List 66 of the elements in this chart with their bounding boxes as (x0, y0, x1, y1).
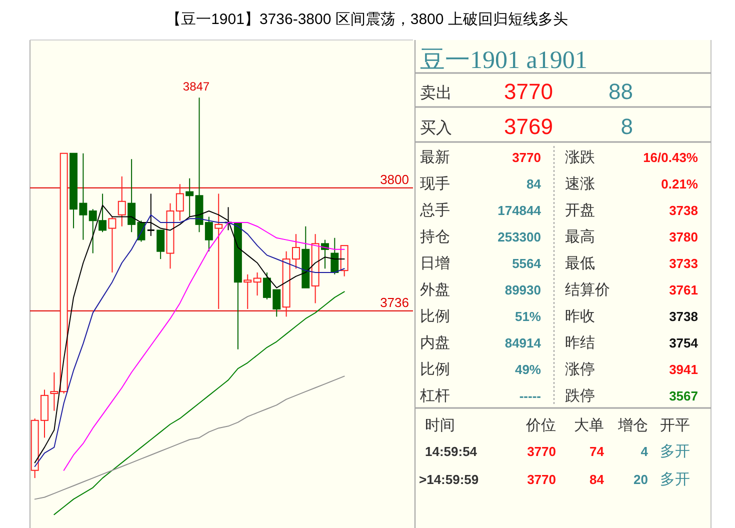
text: 昨收 (565, 308, 595, 325)
text: 3738 (669, 309, 698, 324)
chart-title: 【豆一1901】3736-3800 区间震荡，3800 上破回归短线多头 (166, 11, 568, 28)
text: 卖出 (420, 84, 452, 102)
text: 8 (620, 114, 633, 139)
text: 3733 (669, 256, 698, 271)
text: 比例 (420, 361, 450, 378)
text: 3567 (669, 388, 698, 404)
text: 14:59:54 (425, 444, 478, 459)
text: 88 (608, 79, 633, 104)
text: 20 (634, 472, 648, 487)
text: 跌停 (565, 388, 595, 404)
text: 174844 (498, 203, 542, 218)
text: 持仓 (420, 228, 450, 246)
text: 3770 (504, 79, 553, 104)
text: 买入 (420, 119, 452, 137)
text: 外盘 (420, 282, 450, 298)
text: 涨停 (565, 361, 595, 378)
text: 3738 (669, 203, 698, 218)
text: 速涨 (565, 176, 595, 192)
text: 大单 (574, 417, 604, 434)
text: 3769 (504, 114, 553, 139)
ref-line-label: 3736 (380, 294, 409, 310)
text: 豆一1901 a1901 (420, 47, 588, 74)
text: 74 (590, 444, 605, 459)
text: 3770 (527, 444, 556, 459)
text: 开盘 (565, 202, 595, 219)
text: 涨跌 (565, 149, 595, 166)
text: 杠杆 (419, 388, 450, 404)
text: 4 (640, 444, 649, 459)
text: 多开 (660, 443, 690, 460)
text: 开平 (660, 417, 690, 434)
text: 51% (514, 309, 542, 324)
text: 现手 (420, 176, 450, 192)
text: 0.21% (661, 176, 698, 192)
text: 总手 (419, 202, 450, 219)
text: 多开 (660, 471, 690, 488)
text: ----- (519, 388, 541, 404)
text: 3770 (512, 150, 541, 165)
text: 日增 (420, 255, 450, 272)
text: 比例 (420, 308, 450, 325)
text: 最高 (565, 228, 595, 246)
text: 253300 (498, 230, 541, 244)
text: 3941 (669, 362, 698, 377)
text: 89930 (504, 282, 541, 298)
text: 3780 (669, 230, 698, 244)
text: 内盘 (420, 334, 450, 352)
text: 84914 (504, 336, 542, 350)
ref-line-label: 3800 (380, 172, 409, 187)
text: >14:59:59 (419, 472, 479, 487)
text: 5564 (512, 256, 542, 271)
text: 昨结 (565, 334, 595, 352)
text: 16/0.43% (643, 150, 698, 165)
text: 结算价 (565, 282, 610, 298)
text: 最低 (565, 255, 595, 272)
text: 49% (514, 362, 542, 377)
text: 3770 (527, 472, 556, 487)
text: 84 (526, 176, 542, 192)
text: 84 (590, 472, 605, 487)
text: 3761 (669, 282, 698, 298)
text: 3754 (669, 336, 699, 350)
text: 增仓 (617, 417, 648, 434)
text: 最新 (420, 149, 450, 166)
annotation: 3847 (182, 80, 210, 94)
text: 时间 (425, 417, 455, 434)
text: 价位 (525, 417, 556, 434)
